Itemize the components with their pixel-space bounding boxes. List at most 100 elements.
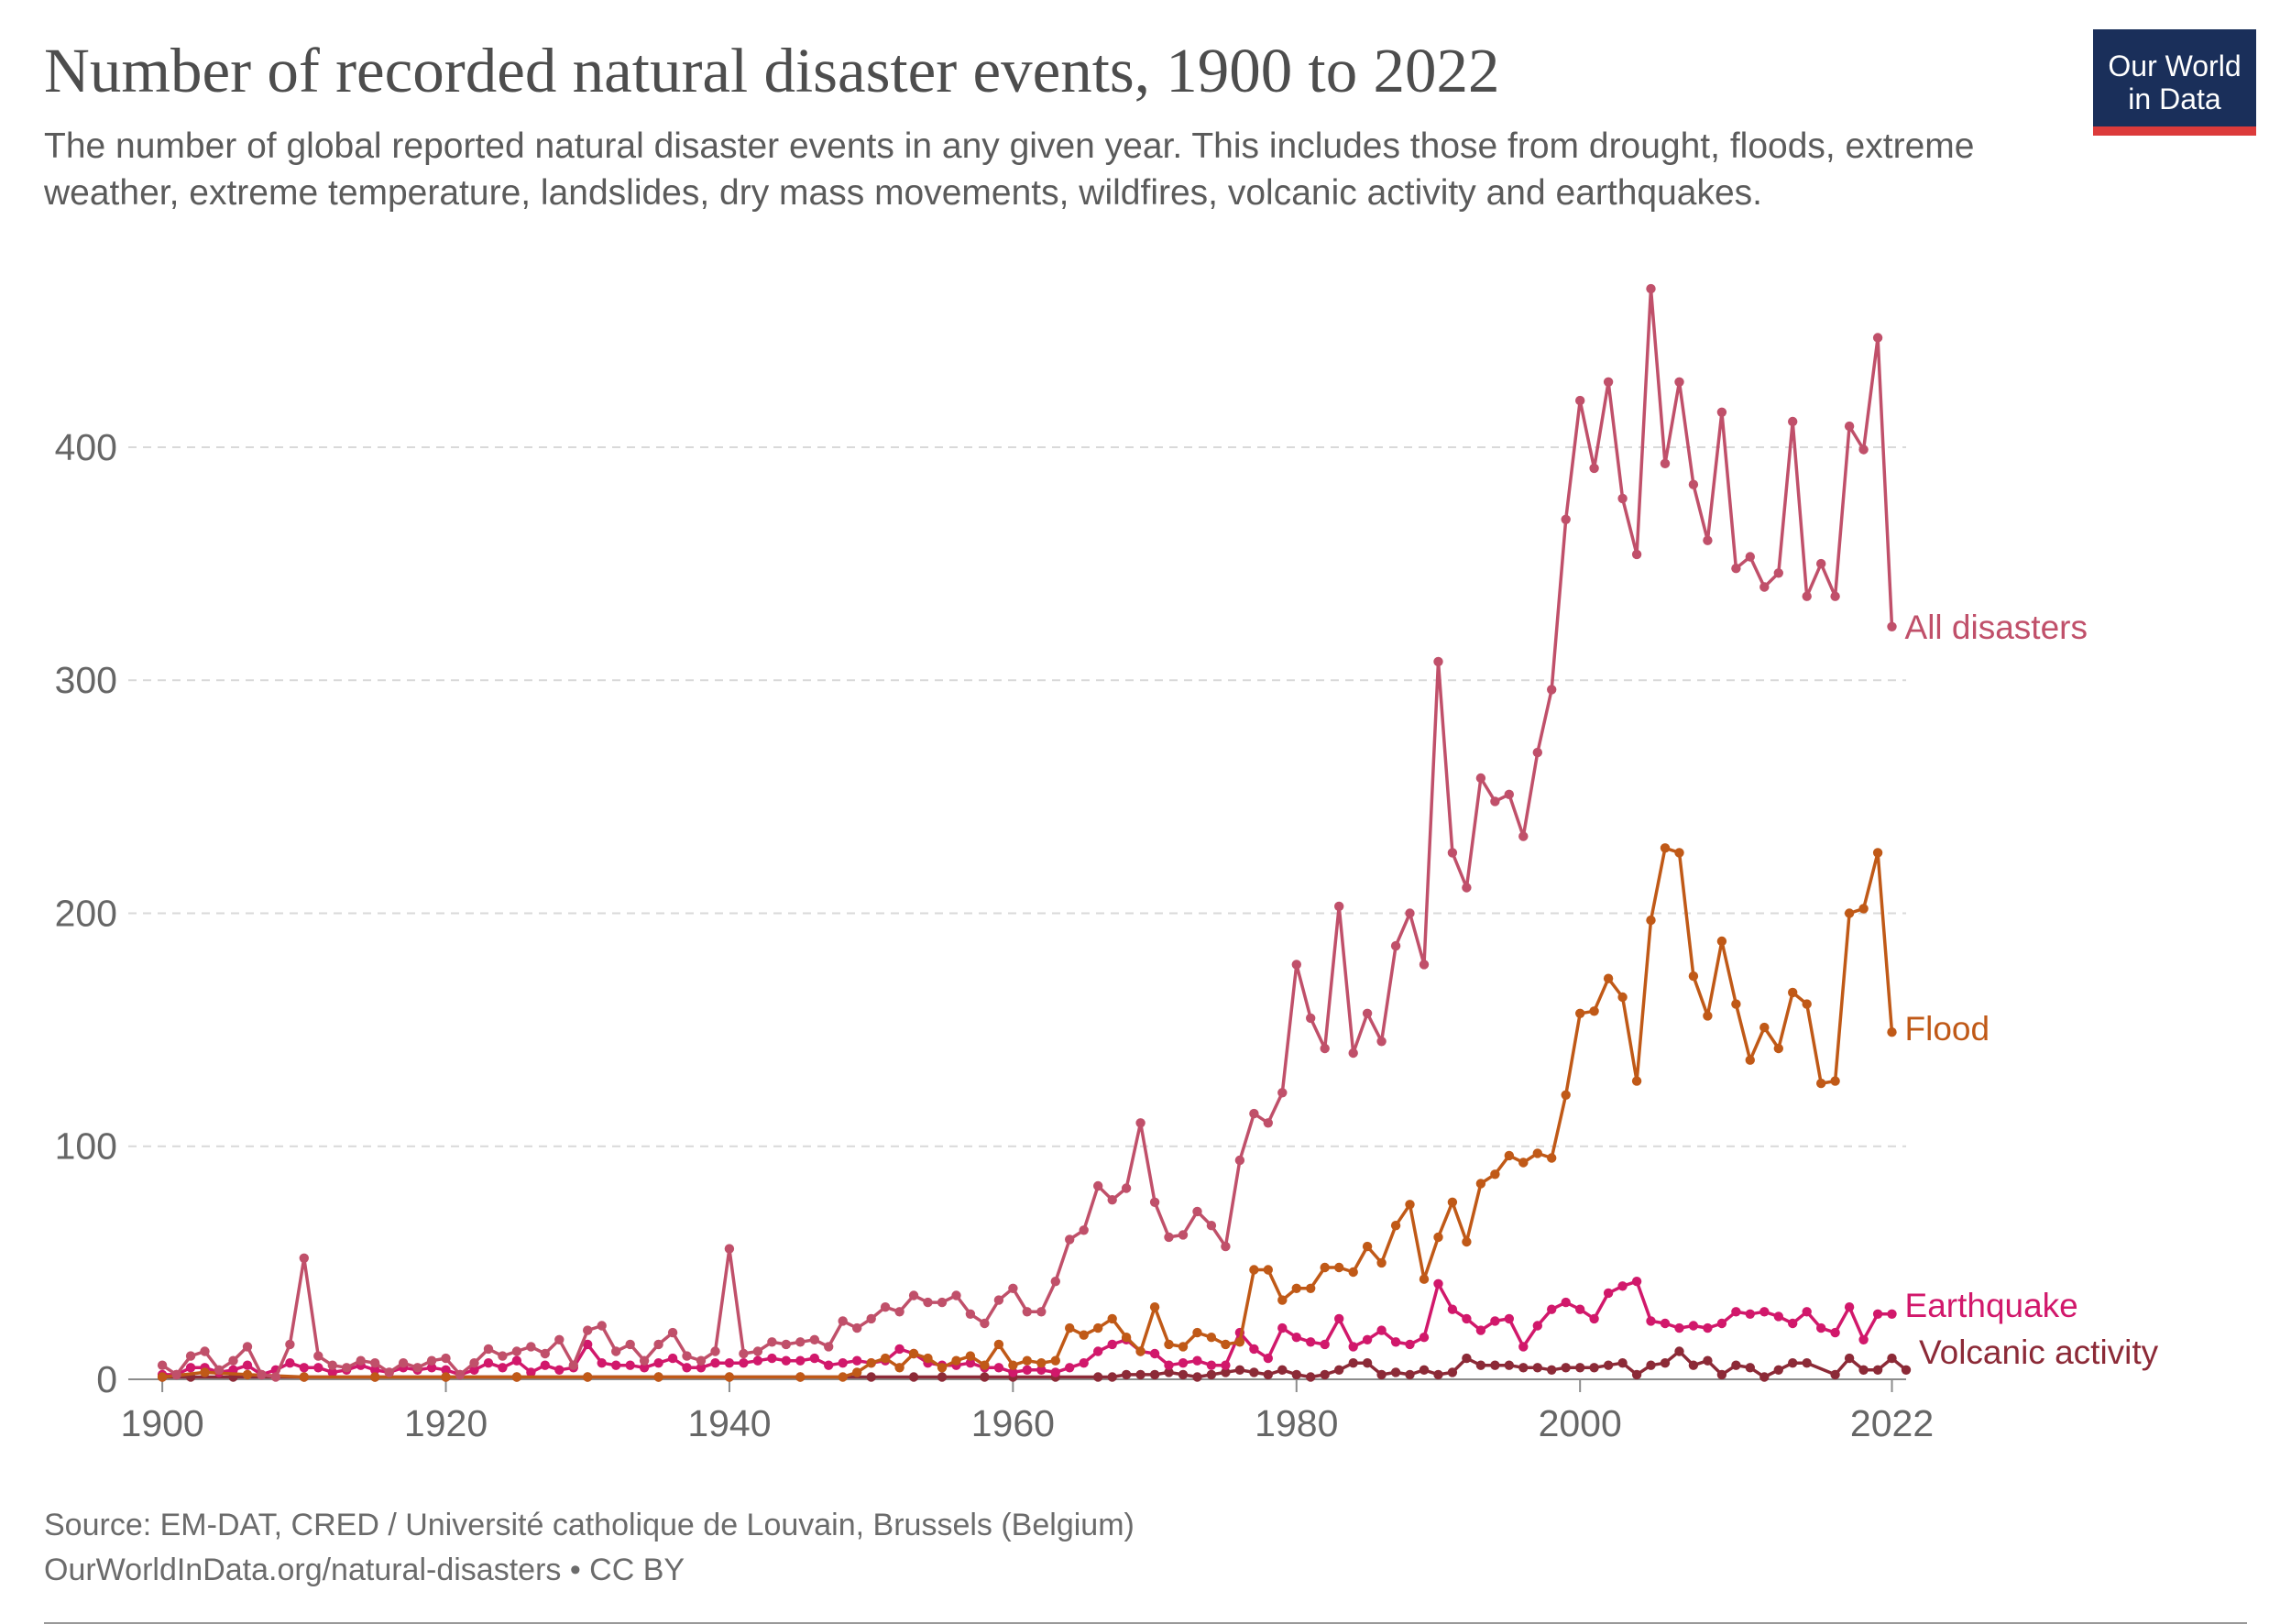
data-point[interactable] (1660, 843, 1671, 853)
data-point[interactable] (285, 1358, 295, 1368)
data-point[interactable] (682, 1363, 692, 1373)
data-point[interactable] (724, 1372, 735, 1382)
data-point[interactable] (285, 1339, 295, 1350)
data-point[interactable] (1731, 1307, 1741, 1317)
data-point[interactable] (1631, 1369, 1642, 1380)
data-point[interactable] (1334, 1313, 1344, 1324)
data-point[interactable] (1703, 1011, 1713, 1021)
data-point[interactable] (1192, 1327, 1202, 1338)
data-point[interactable] (370, 1365, 380, 1376)
data-point[interactable] (426, 1363, 437, 1373)
data-point[interactable] (1788, 1318, 1798, 1329)
data-point[interactable] (526, 1342, 536, 1352)
data-point[interactable] (1376, 1037, 1387, 1047)
data-point[interactable] (1716, 936, 1727, 947)
data-point[interactable] (1887, 1027, 1897, 1037)
data-point[interactable] (824, 1342, 834, 1352)
data-point[interactable] (937, 1297, 948, 1308)
data-point[interactable] (965, 1358, 976, 1368)
data-point[interactable] (228, 1355, 238, 1366)
data-point[interactable] (1065, 1322, 1075, 1333)
data-point[interactable] (1660, 458, 1671, 468)
data-point[interactable] (370, 1372, 380, 1382)
data-point[interactable] (1518, 1342, 1529, 1352)
data-point[interactable] (1802, 591, 1812, 601)
data-point[interactable] (1376, 1257, 1387, 1268)
data-point[interactable] (894, 1344, 904, 1355)
data-point[interactable] (597, 1358, 607, 1368)
data-point[interactable] (1504, 1313, 1515, 1324)
data-point[interactable] (1547, 1365, 1557, 1376)
data-point[interactable] (1277, 1295, 1288, 1305)
data-point[interactable] (1192, 1206, 1202, 1217)
data-point[interactable] (171, 1369, 181, 1380)
data-point[interactable] (1390, 940, 1401, 951)
data-point[interactable] (667, 1327, 678, 1338)
data-point[interactable] (1887, 621, 1897, 631)
data-point[interactable] (1291, 1283, 1302, 1294)
data-point[interactable] (1320, 1262, 1330, 1273)
data-point[interactable] (483, 1344, 494, 1355)
data-point[interactable] (1234, 1337, 1245, 1347)
data-point[interactable] (795, 1337, 806, 1347)
data-point[interactable] (1646, 1316, 1656, 1326)
data-point[interactable] (356, 1355, 366, 1366)
data-point[interactable] (824, 1360, 834, 1370)
data-point[interactable] (469, 1358, 479, 1368)
data-point[interactable] (1107, 1313, 1117, 1324)
data-point[interactable] (1277, 1322, 1288, 1333)
data-point[interactable] (1277, 1365, 1288, 1376)
data-point[interactable] (1830, 1327, 1840, 1338)
data-point[interactable] (1433, 656, 1443, 667)
data-point[interactable] (384, 1367, 394, 1377)
series-line-flood[interactable] (161, 846, 1894, 1379)
data-point[interactable] (894, 1307, 904, 1317)
data-point[interactable] (540, 1348, 550, 1359)
data-point[interactable] (993, 1295, 1004, 1305)
data-point[interactable] (1433, 1232, 1443, 1243)
data-point[interactable] (1405, 908, 1415, 918)
data-point[interactable] (1575, 1008, 1585, 1019)
data-point[interactable] (1306, 1013, 1316, 1024)
data-point[interactable] (795, 1372, 806, 1382)
data-point[interactable] (342, 1363, 352, 1373)
data-point[interactable] (923, 1353, 933, 1364)
data-point[interactable] (1050, 1367, 1061, 1377)
data-point[interactable] (1093, 1322, 1103, 1333)
data-point[interactable] (1093, 1180, 1103, 1191)
data-point[interactable] (1773, 1311, 1784, 1322)
data-point[interactable] (1858, 904, 1869, 914)
data-point[interactable] (838, 1316, 848, 1326)
data-point[interactable] (1135, 1369, 1146, 1380)
data-point[interactable] (583, 1339, 593, 1350)
data-point[interactable] (1192, 1372, 1202, 1382)
data-point[interactable] (313, 1351, 323, 1361)
data-point[interactable] (1164, 1232, 1174, 1243)
data-point[interactable] (1688, 479, 1699, 489)
data-point[interactable] (257, 1369, 267, 1380)
data-point[interactable] (1858, 1365, 1869, 1376)
data-point[interactable] (1773, 1043, 1784, 1054)
data-point[interactable] (1065, 1234, 1075, 1245)
data-point[interactable] (568, 1360, 578, 1370)
data-point[interactable] (1462, 883, 1472, 893)
data-point[interactable] (908, 1372, 919, 1382)
data-point[interactable] (1773, 1365, 1784, 1376)
data-point[interactable] (1249, 1108, 1259, 1119)
data-point[interactable] (511, 1355, 522, 1366)
data-point[interactable] (1872, 848, 1883, 858)
data-point[interactable] (1263, 1369, 1274, 1380)
data-point[interactable] (1433, 1278, 1443, 1289)
data-point[interactable] (1504, 1360, 1515, 1370)
data-point[interactable] (639, 1363, 650, 1373)
data-point[interactable] (838, 1358, 848, 1368)
data-point[interactable] (242, 1369, 253, 1380)
data-point[interactable] (1716, 407, 1727, 417)
data-point[interactable] (1646, 915, 1656, 926)
data-point[interactable] (583, 1325, 593, 1335)
data-point[interactable] (1660, 1358, 1671, 1368)
data-point[interactable] (1348, 1358, 1358, 1368)
data-point[interactable] (1291, 1369, 1302, 1380)
data-point[interactable] (1320, 1043, 1330, 1054)
data-point[interactable] (908, 1290, 919, 1300)
